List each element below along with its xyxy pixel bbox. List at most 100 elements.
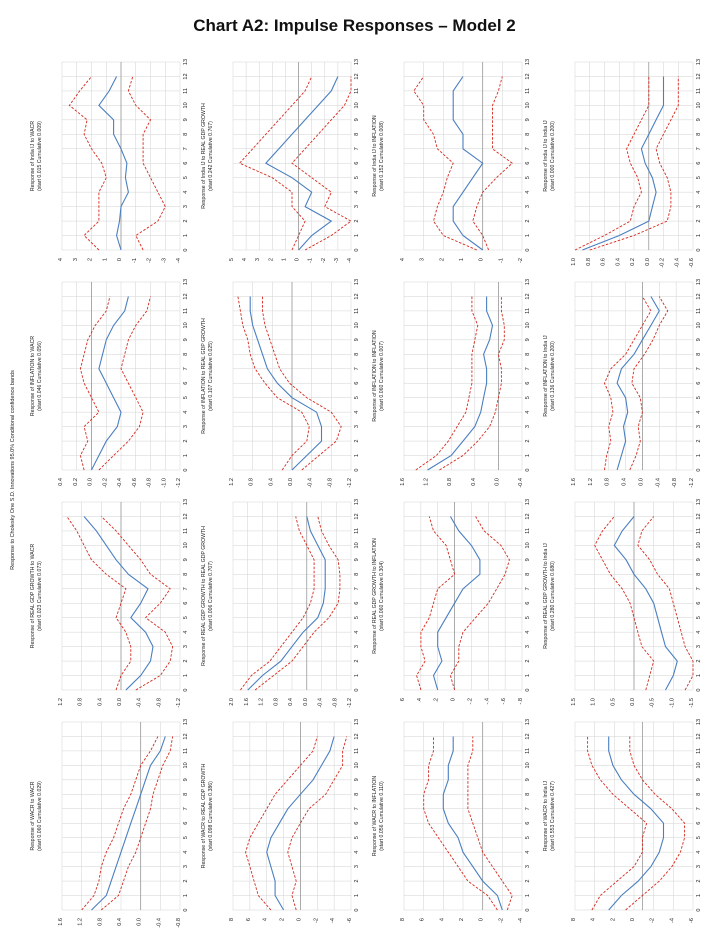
lower-confidence-band	[291, 76, 352, 251]
period-tick-label: 13	[183, 59, 189, 65]
value-tick-label: 6	[400, 698, 406, 701]
value-tick-label: 0.8	[249, 478, 255, 486]
period-tick-label: 12	[696, 293, 702, 299]
period-tick-label: 11	[525, 308, 531, 314]
period-tick-label: 9	[696, 118, 702, 121]
period-tick-label: 13	[525, 499, 531, 505]
period-tick-label: 13	[183, 719, 189, 725]
value-tick-label: -6	[689, 918, 695, 923]
period-tick-label: 8	[354, 793, 360, 796]
period-tick-label: 10	[183, 102, 189, 108]
period-tick-label: 7	[183, 807, 189, 810]
period-tick-label: 11	[696, 308, 702, 314]
value-tick-label: -0.4	[117, 478, 123, 488]
period-tick-label: 10	[354, 542, 360, 548]
period-tick-label: 4	[525, 411, 531, 414]
period-tick-label: 6	[696, 602, 702, 605]
period-tick-label: 13	[183, 499, 189, 505]
panel-title: Response of REAL GDP GROWTH to India IJ	[543, 543, 549, 649]
impulse-response-line	[432, 516, 481, 691]
value-tick-label: -0.2	[102, 478, 108, 488]
value-tick-label: 4	[58, 258, 64, 261]
value-tick-label: -2	[147, 258, 153, 263]
period-tick-label: 9	[183, 338, 189, 341]
value-tick-label: 0.8	[78, 698, 84, 706]
value-tick-label: -4	[518, 918, 524, 923]
impulse-response-line	[249, 296, 323, 471]
value-tick-label: 0.6	[601, 258, 607, 266]
value-tick-label: -0.5	[650, 698, 656, 708]
value-tick-label: -4	[347, 258, 353, 263]
upper-confidence-band	[237, 296, 310, 471]
value-tick-label: 0	[451, 698, 457, 701]
period-tick-label: 4	[696, 851, 702, 854]
period-tick-label: 0	[183, 468, 189, 471]
panel-p12: 2.0 1.6 1.2 0.8 0.4 0.0 -0.4 -0.8 -1.20123456789…	[201, 499, 360, 708]
lower-confidence-band	[100, 516, 174, 691]
period-tick-label: 6	[696, 382, 702, 385]
impulse-response-line	[247, 516, 326, 691]
value-tick-label: -.8	[518, 698, 524, 705]
value-tick-label: 0.0	[88, 478, 94, 486]
value-tick-label: 0.8	[586, 258, 592, 266]
panel-subtitle: (start 0.060 Cumulative 0.304)	[379, 561, 385, 631]
panel-subtitle: (start 0.242 Cumulative 0.767)	[208, 121, 214, 191]
period-tick-label: 7	[183, 147, 189, 150]
period-tick-label: 3	[696, 205, 702, 208]
period-tick-label: 4	[183, 191, 189, 194]
period-tick-label: 9	[183, 778, 189, 781]
period-tick-label: 11	[525, 88, 531, 94]
period-tick-label: 13	[354, 279, 360, 285]
lower-confidence-band	[625, 736, 686, 911]
value-tick-label: -0.4	[156, 918, 162, 928]
period-tick-label: 5	[354, 616, 360, 619]
value-tick-label: -1	[132, 258, 138, 263]
panel-subtitle: (start 0.060 Cumulative 0.029)	[37, 781, 43, 851]
value-tick-label: 1.6	[244, 698, 250, 706]
period-tick-label: 13	[696, 499, 702, 505]
period-tick-label: 3	[183, 645, 189, 648]
panel-title: Response of INFLATION to India IJ	[543, 335, 549, 417]
period-tick-label: 4	[183, 411, 189, 414]
period-tick-label: 11	[354, 748, 360, 754]
panel-title: Response of WACR to WACR	[30, 781, 36, 850]
period-tick-label: 5	[354, 836, 360, 839]
value-tick-label: 0	[296, 918, 302, 921]
upper-confidence-band	[416, 516, 456, 691]
panel-subtitle: (start 0.098 Cumulative 0.386)	[208, 781, 214, 851]
value-tick-label: 1.6	[400, 478, 406, 486]
period-tick-label: 0	[525, 248, 531, 251]
value-tick-label: -.2	[467, 698, 473, 705]
value-tick-label: -1.2	[347, 698, 353, 708]
value-tick-label: 0.2	[73, 478, 79, 486]
value-tick-label: 3	[73, 258, 79, 261]
period-tick-label: 0	[525, 908, 531, 911]
value-tick-label: 2	[459, 918, 465, 921]
value-tick-label: -.4	[484, 698, 490, 705]
period-tick-label: 6	[354, 822, 360, 825]
period-tick-label: 1	[525, 234, 531, 237]
value-tick-label: -0.8	[156, 698, 162, 708]
value-tick-label: 0	[479, 258, 485, 261]
upper-confidence-band	[68, 76, 107, 251]
period-tick-label: 6	[183, 162, 189, 165]
period-tick-label: 4	[525, 191, 531, 194]
period-tick-label: 10	[696, 102, 702, 108]
period-tick-label: 11	[696, 748, 702, 754]
value-tick-label: -0.6	[689, 258, 695, 268]
period-tick-label: 1	[696, 234, 702, 237]
period-tick-label: 5	[183, 836, 189, 839]
value-tick-label: 4	[591, 918, 597, 921]
period-tick-label: 0	[354, 908, 360, 911]
period-tick-label: 7	[183, 367, 189, 370]
period-tick-label: 2	[696, 660, 702, 663]
period-tick-label: 8	[525, 793, 531, 796]
value-tick-label: 2	[88, 258, 94, 261]
period-tick-label: 0	[183, 908, 189, 911]
period-tick-label: 11	[354, 88, 360, 94]
period-tick-label: 9	[354, 778, 360, 781]
period-tick-label: 6	[183, 602, 189, 605]
value-tick-label: 4	[263, 918, 269, 921]
